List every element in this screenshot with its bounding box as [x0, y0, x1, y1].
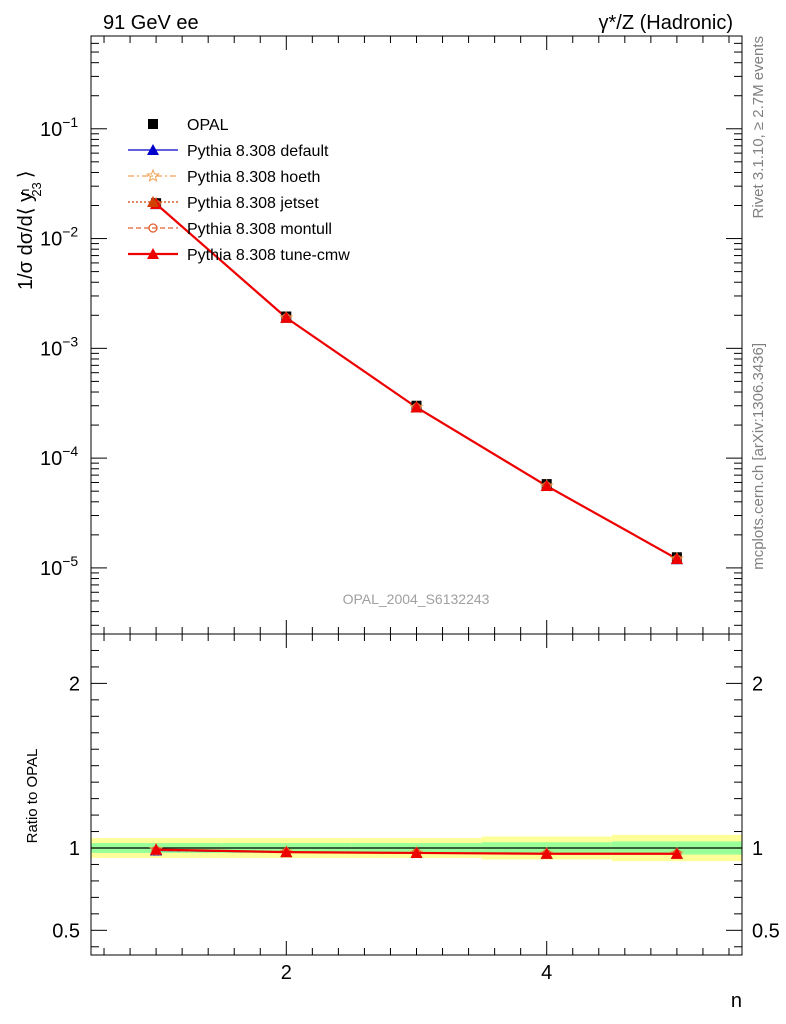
- main-y-tick-label: 10−4: [40, 443, 78, 470]
- main-series-lines: [149, 196, 684, 565]
- legend-label-montull: Pythia 8.308 montull: [187, 221, 332, 238]
- x-tick-label: 2: [281, 962, 292, 984]
- ratio-point-tunecmw: [670, 847, 683, 859]
- ylabel-sup: n: [17, 189, 32, 196]
- main-y-tick-label: 10−2: [40, 224, 78, 251]
- ratio-point-tunecmw: [540, 847, 553, 859]
- x-axis-label: n: [731, 990, 742, 1012]
- ratio-point-tunecmw: [280, 846, 293, 858]
- legend-marker-montull: [148, 223, 158, 233]
- legend-marker-hoeth: [146, 168, 160, 183]
- legend-label-tunecmw: Pythia 8.308 tune-cmw: [187, 247, 350, 264]
- main-point-tunecmw: [670, 552, 683, 564]
- ylabel-main: 1/σ dσ/d⟨ y: [15, 192, 37, 290]
- svg-text:1/σ dσ/d⟨ yn23⟩: 1/σ dσ/d⟨ yn23 ⟩: [15, 170, 44, 290]
- rivet-version-label: Rivet 3.1.10, ≥ 2.7M events: [750, 36, 767, 219]
- legend-marker-default: [147, 144, 159, 155]
- main-point-tunecmw: [280, 311, 293, 323]
- legend-label-default: Pythia 8.308 default: [187, 143, 329, 160]
- ylabel-tail: ⟩: [15, 170, 37, 178]
- legend-marker-jetset: [147, 196, 159, 207]
- main-y-axis-label: 1/σ dσ/d⟨ yn23 ⟩: [15, 170, 44, 290]
- legend-label-jetset: Pythia 8.308 jetset: [187, 195, 319, 212]
- ratio-y-tick-label-left: 2: [69, 673, 80, 695]
- ratio-y-tick-label-right: 0.5: [752, 920, 780, 942]
- ratio-point-tunecmw: [150, 843, 163, 855]
- main-y-tick-label: 10−3: [40, 333, 78, 360]
- main-point-tunecmw: [410, 401, 423, 413]
- ratio-plot-frame: [90, 633, 743, 956]
- ylabel-sub: 23: [29, 182, 44, 196]
- main-y-tick-label: 10−5: [40, 553, 78, 580]
- ratio-y-tick-label-left: 1: [69, 838, 80, 860]
- analysis-watermark: OPAL_2004_S6132243: [343, 591, 490, 607]
- ratio-y-tick-label-left: 0.5: [52, 920, 80, 942]
- main-y-tick-label: 10−1: [40, 114, 78, 141]
- ratio-y-tick-label-right: 1: [752, 838, 763, 860]
- ratio-series-lines: [149, 842, 684, 860]
- main-axis-ticks: 10−5 10−4 10−3 10−2 10−1: [40, 36, 742, 634]
- ratio-y-tick-label-right: 2: [752, 673, 763, 695]
- legend: OPAL Pythia 8.308 default Pythia 8.308 hoe…: [128, 117, 350, 264]
- ratio-point-tunecmw: [410, 846, 423, 858]
- legend-marker-data: [148, 119, 158, 129]
- mcplots-label: mcplots.cern.ch [arXiv:1306.3436]: [750, 343, 767, 570]
- ratio-axis-ticks: 0.5 0.5 1 1 2 2 2 4: [52, 634, 780, 984]
- main-point-tunecmw: [540, 479, 553, 491]
- legend-label-hoeth: Pythia 8.308 hoeth: [187, 169, 320, 186]
- x-tick-label: 4: [541, 962, 552, 984]
- header-left-label: 91 GeV ee: [103, 12, 199, 34]
- header-right-label: γ*/Z (Hadronic): [599, 12, 733, 34]
- ratio-y-axis-label: Ratio to OPAL: [24, 749, 41, 844]
- legend-marker-tunecmw: [147, 248, 159, 259]
- legend-label-data: OPAL: [187, 117, 229, 134]
